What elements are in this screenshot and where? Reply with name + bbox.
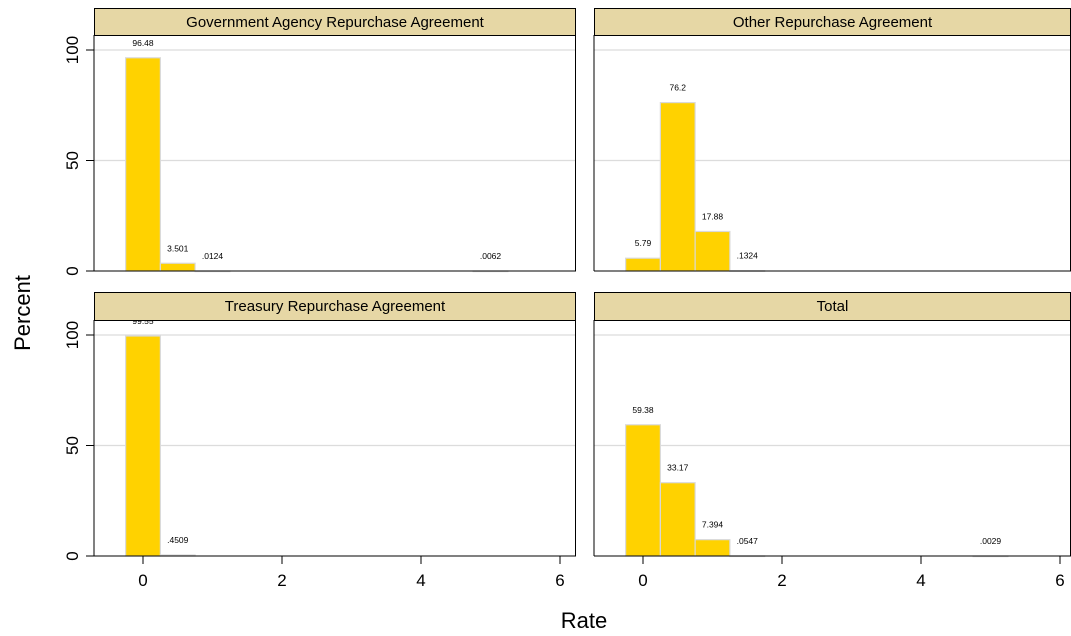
bar-value-label: 17.88 xyxy=(702,211,724,221)
bar-value-label: 33.17 xyxy=(667,463,689,473)
y-tick-label: 50 xyxy=(63,151,82,170)
histogram-bar xyxy=(125,335,161,557)
bar-value-label: 76.2 xyxy=(669,83,686,93)
y-tick-label: 0 xyxy=(63,551,82,560)
y-tick-label: 50 xyxy=(63,436,82,455)
bar-value-label: .0029 xyxy=(980,536,1002,546)
bar-value-label: .0547 xyxy=(737,536,759,546)
bar-value-label: .1324 xyxy=(737,251,759,261)
panel-header xyxy=(594,292,1071,321)
x-tick-label: 2 xyxy=(777,571,786,590)
x-tick-label: 0 xyxy=(138,571,147,590)
bar-value-label: 7.394 xyxy=(702,520,724,530)
bar-value-label: 59.38 xyxy=(632,405,654,415)
y-tick-label: 100 xyxy=(63,36,82,64)
histogram-bar xyxy=(659,101,696,272)
panel-title: Other Repurchase Agreement xyxy=(733,14,933,31)
panel-title: Government Agency Repurchase Agreement xyxy=(186,14,485,31)
x-tick-label: 0 xyxy=(638,571,647,590)
histogram-bar xyxy=(659,482,696,557)
panel-header xyxy=(94,292,576,321)
bar-value-label: 3.501 xyxy=(167,243,189,253)
panel-title: Treasury Repurchase Agreement xyxy=(225,298,446,315)
y-tick-label: 100 xyxy=(63,321,82,349)
bar-value-label: .0124 xyxy=(202,251,224,261)
panel-header xyxy=(94,8,576,36)
y-tick-label: 0 xyxy=(63,266,82,275)
histogram-bar xyxy=(694,539,731,557)
histogram-bar xyxy=(694,230,731,272)
panel-title: Total xyxy=(817,298,849,315)
x-tick-label: 2 xyxy=(277,571,286,590)
bar-value-label: .4509 xyxy=(167,535,189,545)
histogram-bar xyxy=(625,257,661,272)
x-tick-label: 6 xyxy=(1055,571,1064,590)
histogram-bar xyxy=(625,424,661,557)
panel-plot-area xyxy=(94,35,576,271)
histogram-bar xyxy=(125,57,161,272)
x-tick-label: 6 xyxy=(555,571,564,590)
y-axis-title: Percent xyxy=(10,275,35,351)
bar-value-label: .0062 xyxy=(480,251,502,261)
histogram-bar xyxy=(159,262,196,272)
bar-value-label: 5.79 xyxy=(635,238,652,248)
x-axis-title: Rate xyxy=(561,608,607,633)
bar-value-label: 96.48 xyxy=(132,38,154,48)
panel-plot-area xyxy=(94,320,576,556)
x-tick-label: 4 xyxy=(416,571,425,590)
x-tick-label: 4 xyxy=(916,571,925,590)
